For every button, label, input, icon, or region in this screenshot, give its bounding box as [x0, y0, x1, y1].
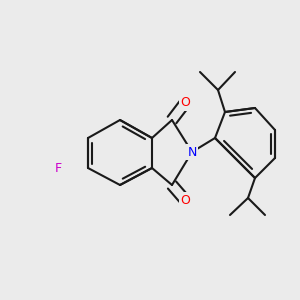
Text: N: N	[187, 146, 197, 158]
Text: O: O	[180, 97, 190, 110]
Text: F: F	[54, 161, 61, 175]
Text: O: O	[180, 194, 190, 206]
